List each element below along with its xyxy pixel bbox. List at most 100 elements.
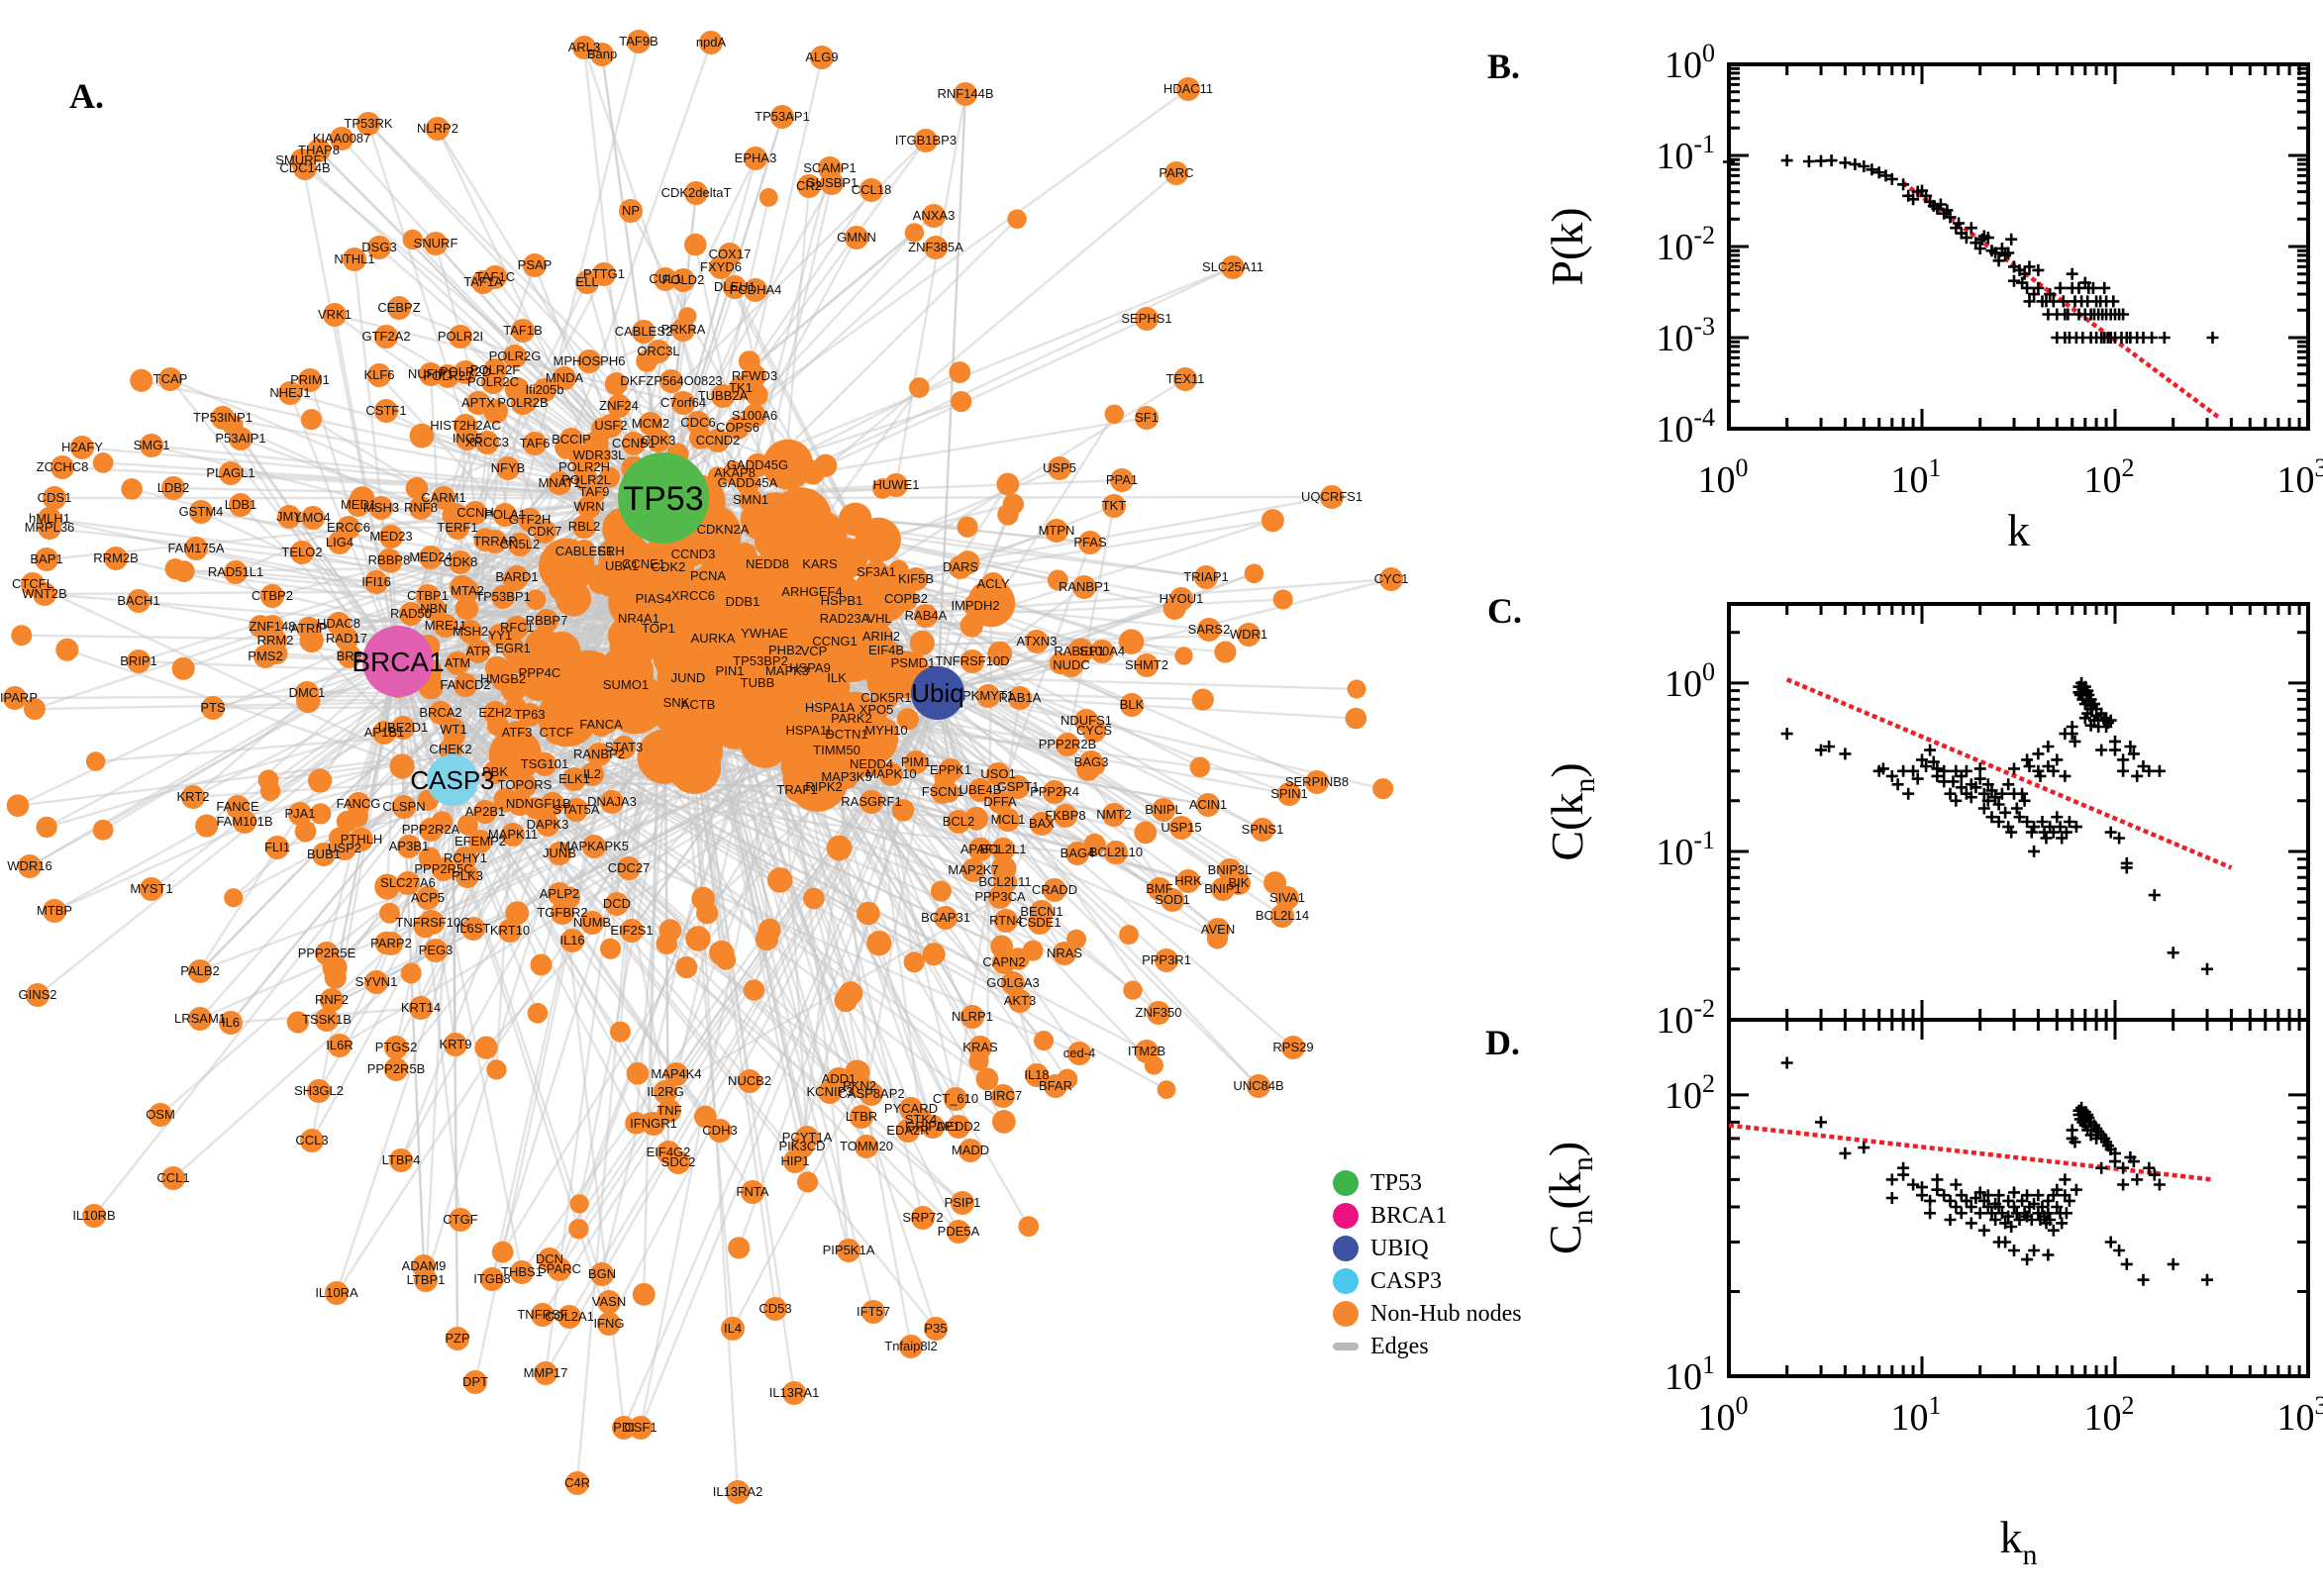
network-node [654,1080,677,1104]
network-node [1006,775,1030,799]
network-node [542,631,581,671]
x-tick-label: 101 [1891,453,1942,501]
node-label: PZP [445,1331,469,1346]
network-node [384,1057,408,1081]
network-node [837,1239,860,1262]
node-label: POLR2L [561,472,611,487]
node-label: MNAT1 [538,475,580,490]
network-node [161,476,185,500]
network-node [604,372,629,396]
node-label: Banp [587,47,617,61]
node-label: BNIP3L [1208,862,1253,877]
node-label: BCL2L10 [1089,845,1143,859]
network-node [577,495,601,519]
network-node [711,384,735,408]
network-node [572,36,596,59]
network-node [800,580,824,604]
node-label: KRT9 [440,1037,472,1051]
node-label: SPIN1 [1270,786,1308,801]
network-node [455,864,479,888]
network-node [1135,1040,1159,1063]
legend-label: BRCA1 [1370,1202,1448,1229]
node-label: RASGRF1 [841,794,901,809]
network-node [864,560,888,584]
node-label: USF2 [594,418,627,433]
network-node [1123,980,1143,1000]
node-label: S100A4 [1079,644,1125,658]
node-label: HSPB1 [821,593,863,608]
node-label: CTCFL [12,576,53,591]
node-label: MSH3 [363,500,399,515]
network-node [743,404,766,428]
network-node [461,917,485,941]
network-node [590,43,614,66]
legend-item-brca1: BRCA1 [1333,1203,1522,1229]
node-label: SLC27A6 [380,875,436,890]
network-node [903,951,925,973]
node-label: RFWD3 [732,368,777,383]
network-node [323,303,347,327]
network-node [1305,770,1329,794]
network-node [850,1105,873,1129]
node-label: KARS [802,556,838,571]
network-node [954,82,977,106]
network-node [835,765,858,789]
node-label: PMS2 [248,648,282,663]
node-label: AKT3 [1004,993,1037,1008]
node-label: PTS [200,700,226,715]
network-node [278,381,302,405]
node-label: PARC [1159,165,1193,180]
network-node [374,325,398,349]
network-node [677,728,724,774]
node-label: PPP2R5C [414,861,472,876]
network-node [312,843,336,866]
node-label: POLR2G [489,349,542,363]
legend-item-casp3: CASP3 [1333,1268,1522,1294]
network-node [315,1008,339,1032]
network-node [405,476,429,500]
node-label: PPP2R4 [1030,784,1079,799]
node-label: NDN [506,796,534,811]
node-label: CDC14B [279,160,330,175]
network-node [188,959,212,983]
network-node [158,367,182,391]
node-label: ADD1 [822,1071,857,1086]
node-label: ZNF385A [908,240,963,254]
network-node [224,560,248,584]
network-node [753,622,776,646]
node-label: TAF1C [475,269,515,284]
node-label: ARHGEF4 [781,584,842,599]
node-label: USP2 [328,841,361,855]
network-node [325,1281,349,1305]
node-label: npdA [696,35,727,50]
node-label: ERCC6 [327,520,370,535]
node-label: HSPA1L [786,723,835,738]
node-label: USP15 [1161,820,1201,835]
node-label: CUL1 [649,271,681,286]
network-node [749,649,772,673]
network-node [1007,209,1027,229]
node-label: BFAR [1039,1078,1072,1093]
network-node [619,199,643,223]
network-node [140,877,163,901]
network-node [1191,688,1214,711]
node-label: IL4 [724,1321,742,1336]
network-node [1102,494,1126,518]
node-label: CARM1 [421,490,466,505]
node-label: ACLY [977,576,1010,591]
node-label: NFYB [491,460,526,475]
network-node [466,391,490,415]
node-label: UBA1 [605,558,639,573]
node-label: PSMD1 [891,655,936,670]
node-label: MNDA [546,370,584,385]
network-node [599,938,622,959]
node-label: RFC1 [500,620,534,635]
network-node [863,539,886,562]
node-label: PEG3 [419,943,454,957]
network-node [307,1079,331,1103]
network-node [260,584,284,608]
node-label: WDR33L [573,448,626,462]
node-label: AP3B1 [389,839,429,853]
node-label: BMF [1146,881,1173,896]
